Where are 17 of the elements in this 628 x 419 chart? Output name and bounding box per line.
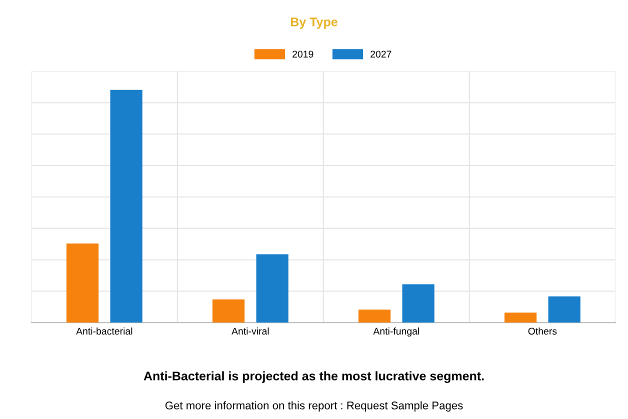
legend-label: 2019 <box>292 50 314 58</box>
bar <box>504 312 537 323</box>
bar <box>110 90 142 323</box>
legend-label: 2027 <box>370 50 392 58</box>
text: Anti-Bacterial is projected as the most lucrative segment. <box>144 371 484 383</box>
bar <box>66 243 99 323</box>
bar <box>256 254 288 323</box>
bar <box>548 296 580 323</box>
text: Get more information on this report : Request Sample Pages <box>165 401 463 412</box>
x-tick-label: Anti-viral <box>232 327 269 335</box>
x-tick-label: Anti-fungal <box>373 327 420 337</box>
bar <box>212 299 245 323</box>
chart-title: By Type <box>290 18 338 29</box>
bar <box>358 310 391 323</box>
bar <box>402 284 434 323</box>
x-tick-label: Others <box>528 327 557 335</box>
x-tick-label: Anti-bacterial <box>76 327 132 335</box>
